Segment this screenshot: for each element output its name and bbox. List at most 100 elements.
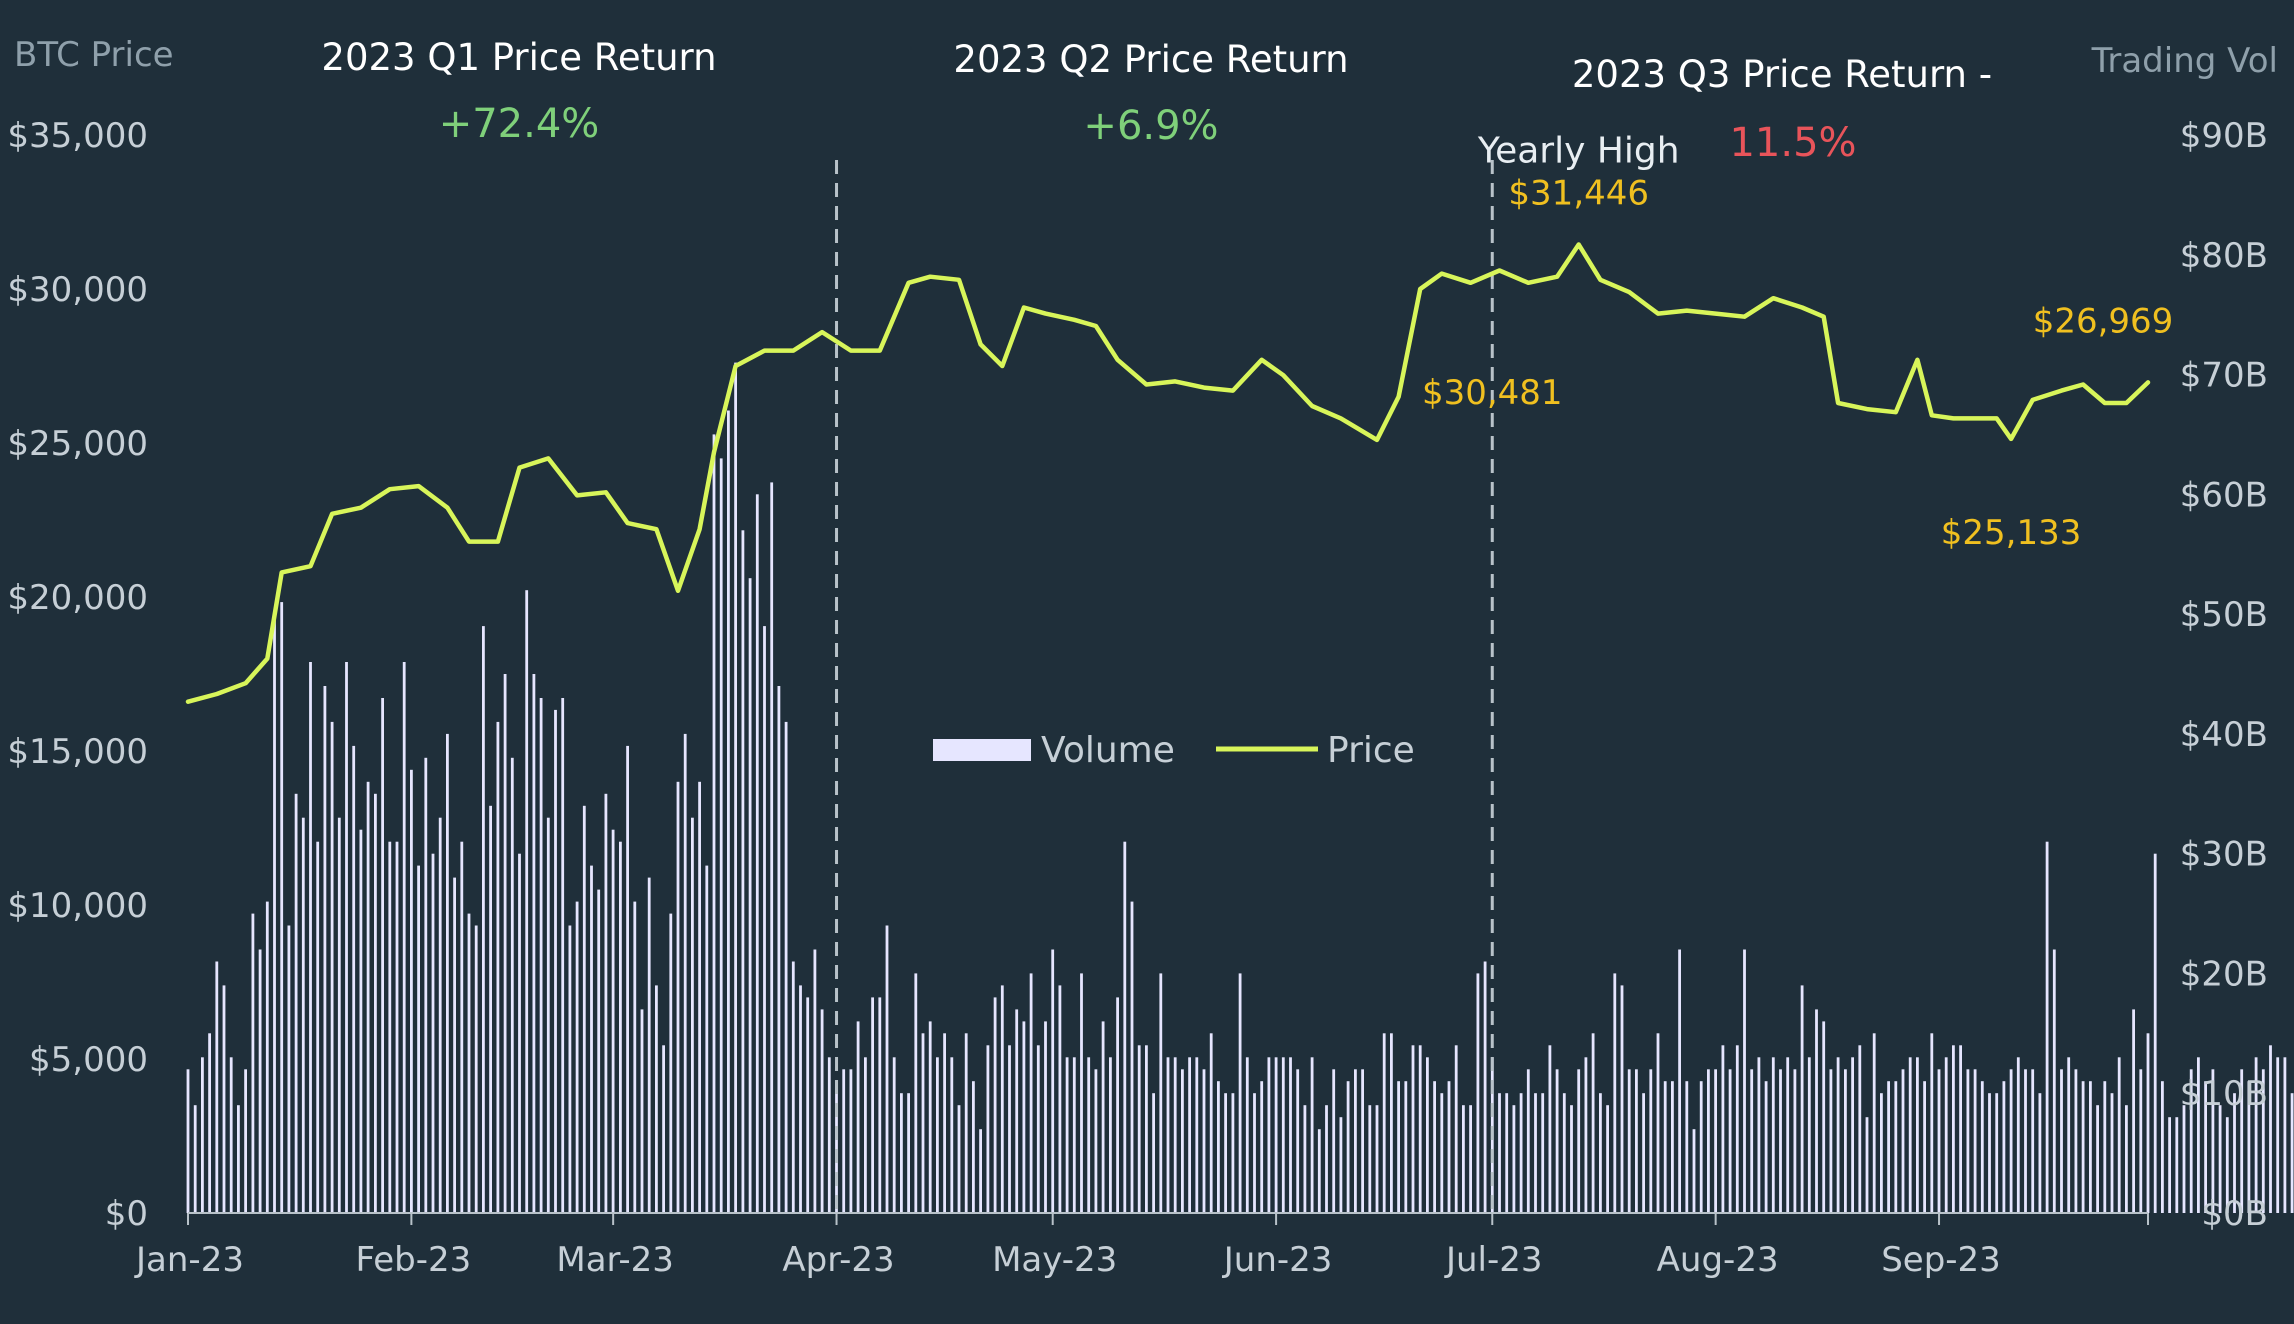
volume-bar: [1526, 1069, 1530, 1213]
volume-bar: [741, 530, 745, 1213]
volume-bar: [1685, 1081, 1689, 1213]
volume-bar: [647, 877, 651, 1213]
volume-bar: [1483, 961, 1487, 1213]
annotations: Yearly High$31,446 $30,481 $26,969 $25,133: [1422, 130, 2173, 552]
annotation-value: $30,481: [1422, 373, 1563, 413]
left-tick-label: $15,000: [7, 732, 148, 772]
volume-bar: [1332, 1069, 1336, 1213]
volume-bar: [1771, 1057, 1775, 1213]
right-tick-label: $90B: [2180, 116, 2268, 156]
volume-bar: [979, 1129, 982, 1213]
volume-bar: [1548, 1045, 1552, 1213]
volume-bar: [1894, 1081, 1898, 1213]
volume-bar: [619, 841, 622, 1213]
volume-bar: [849, 1069, 853, 1213]
volume-bar: [1498, 1093, 1501, 1213]
x-tick-label: Sep-23: [1881, 1240, 2001, 1280]
volume-bar: [900, 1093, 903, 1213]
volume-bar: [539, 698, 543, 1213]
legend-volume-swatch: [933, 739, 1031, 761]
volume-bar: [2225, 1117, 2229, 1213]
volume-bar: [1779, 1069, 1782, 1213]
volume-bar: [424, 757, 428, 1213]
price-line: [185, 242, 2151, 704]
volume-bar: [1462, 1105, 1465, 1213]
volume-bar: [1800, 985, 1804, 1213]
volume-bar: [546, 817, 550, 1213]
right-tick-label: $80B: [2180, 236, 2268, 276]
right-axis-title: Trading Vol: [2091, 41, 2278, 81]
volume-bar: [972, 1081, 975, 1213]
volume-bar: [669, 913, 673, 1213]
volume-bar: [1109, 1057, 1112, 1213]
volume-bar: [2002, 1081, 2006, 1213]
volume-bar: [2146, 1033, 2150, 1213]
volume-bar: [2204, 1081, 2207, 1213]
volume-bar: [309, 662, 312, 1213]
x-tick-label: Apr-23: [782, 1240, 894, 1280]
volume-bar: [2283, 1057, 2287, 1213]
x-tick-label: Jan-23: [134, 1240, 244, 1280]
volume-bar: [633, 901, 637, 1213]
volume-bar: [1656, 1033, 1660, 1213]
volume-bar: [993, 997, 997, 1213]
volume-bar: [1923, 1081, 1926, 1213]
volume-bar: [597, 889, 601, 1213]
volume-bar: [1469, 1105, 1472, 1213]
volume-bar: [1375, 1105, 1379, 1213]
volume-bar: [1937, 1069, 1941, 1213]
volume-bar: [1202, 1069, 1206, 1213]
volume-bar: [2153, 853, 2157, 1213]
volume-bar: [2168, 1117, 2171, 1213]
right-tick-label: $0B: [2201, 1194, 2268, 1234]
volume-bar: [2117, 1057, 2121, 1213]
volume-bar: [2247, 1081, 2251, 1213]
volume-bar: [1289, 1057, 1292, 1213]
volume-bar: [1663, 1081, 1667, 1213]
volume-bars: [186, 362, 2294, 1214]
volume-bar: [1562, 1093, 1566, 1213]
volume-bar: [388, 841, 392, 1213]
volume-bar: [1325, 1105, 1328, 1213]
volume-bar: [280, 602, 284, 1213]
volume-bar: [1541, 1093, 1545, 1213]
volume-bar: [229, 1057, 233, 1213]
left-tick-label: $10,000: [7, 886, 148, 926]
volume-bar: [878, 997, 882, 1213]
volume-bar: [871, 997, 874, 1213]
volume-bar: [316, 841, 320, 1213]
volume-bar: [2038, 1093, 2042, 1213]
volume-bar: [1880, 1093, 1883, 1213]
volume-bar: [691, 817, 694, 1213]
volume-bar: [1065, 1057, 1069, 1213]
volume-bar: [604, 793, 608, 1213]
volume-bar: [727, 410, 730, 1213]
volume-bar: [1274, 1057, 1278, 1213]
volume-bar: [1281, 1057, 1285, 1213]
volume-bar: [1260, 1081, 1264, 1213]
volume-bar: [1087, 1057, 1091, 1213]
volume-bar: [2218, 1105, 2222, 1213]
volume-bar: [575, 901, 579, 1213]
volume-bar: [431, 853, 435, 1213]
volume-bar: [1072, 1057, 1076, 1213]
right-tick-label: $70B: [2180, 356, 2268, 396]
volume-bar: [1916, 1057, 1919, 1213]
volume-bar: [208, 1033, 211, 1213]
volume-bar: [1980, 1081, 1984, 1213]
volume-bar: [2067, 1057, 2071, 1213]
volume-bar: [1973, 1069, 1977, 1213]
x-tick-label: Feb-23: [356, 1240, 472, 1280]
volume-bar: [1051, 949, 1055, 1213]
volume-bar: [438, 817, 442, 1213]
volume-bar: [215, 961, 219, 1213]
legend-volume-label: Volume: [1041, 730, 1175, 771]
volume-bar: [698, 781, 701, 1213]
volume-bar: [662, 1045, 665, 1213]
volume-bar: [1836, 1057, 1840, 1213]
volume-bar: [1116, 997, 1119, 1213]
volume-bar: [1555, 1069, 1559, 1213]
q2-return: +6.9%: [1083, 103, 1218, 149]
volume-bar: [1988, 1093, 1991, 1213]
volume-bar: [2089, 1081, 2092, 1213]
